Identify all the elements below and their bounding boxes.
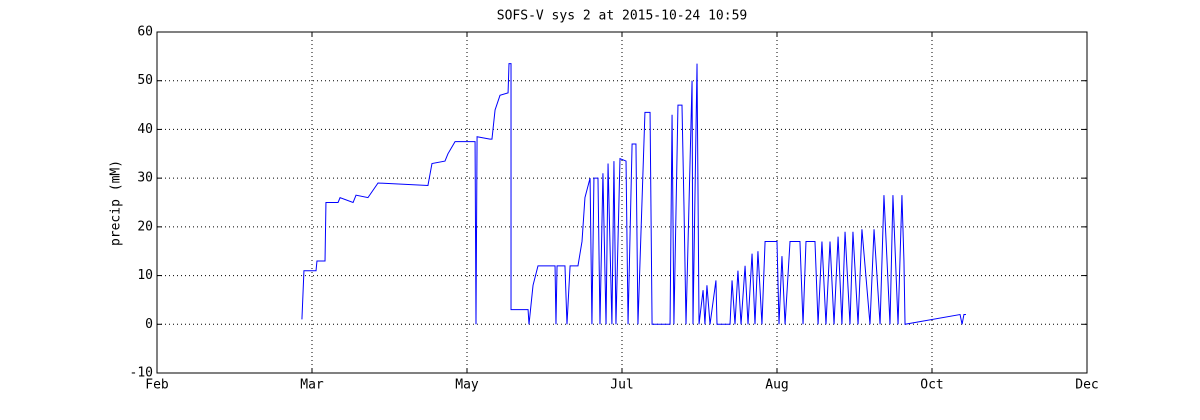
- chart-title: SOFS-V sys 2 at 2015-10-24 10:59: [497, 9, 747, 24]
- y-tick-label: 50: [137, 73, 153, 88]
- data-line: [301, 63, 966, 325]
- x-tick-label: Feb: [145, 378, 169, 393]
- plot-frame: [156, 31, 1088, 374]
- y-axis-label: precip (mM): [109, 160, 124, 246]
- x-tick-label: Jul: [610, 378, 633, 393]
- y-tick-label: 20: [137, 219, 153, 234]
- x-tick-label: Aug: [765, 378, 788, 393]
- y-tick-label: 60: [137, 25, 153, 40]
- x-tick-label: Dec: [1075, 378, 1098, 393]
- x-tick-label: Mar: [300, 378, 324, 393]
- y-tick-label: 40: [137, 122, 153, 137]
- y-tick-label: -10: [130, 366, 153, 381]
- y-tick-label: 0: [145, 317, 153, 332]
- y-tick-label: 30: [137, 171, 153, 186]
- x-tick-label: Oct: [920, 378, 943, 393]
- x-tick-label: May: [455, 378, 479, 393]
- y-tick-label: 10: [137, 268, 153, 283]
